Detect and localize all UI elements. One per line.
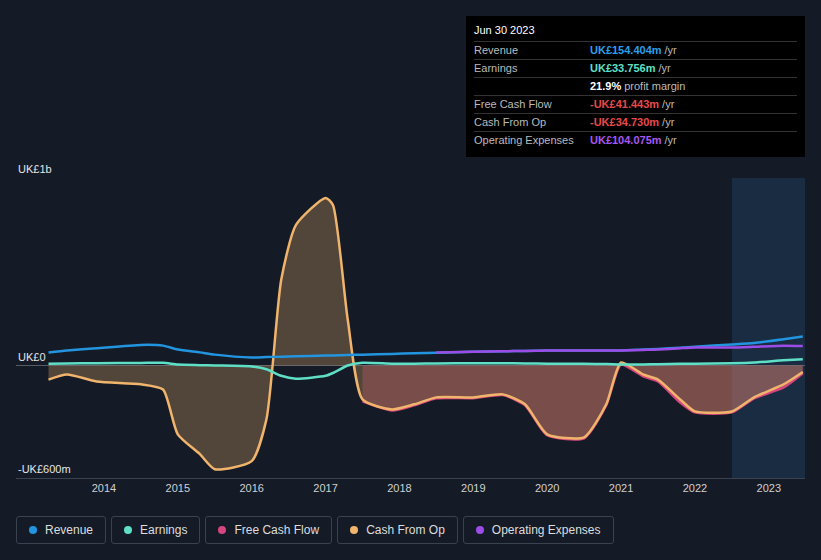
svg-text:2019: 2019 xyxy=(461,482,485,494)
html-text:Operating Expenses: Operating Expenses xyxy=(474,134,574,146)
html-text:Cash From Op: Cash From Op xyxy=(366,523,445,537)
html-text:Revenue: Revenue xyxy=(45,523,93,537)
html-text:Revenue: Revenue xyxy=(474,44,518,56)
html-text:-UK£41.443m /yr: -UK£41.443m /yr xyxy=(590,98,675,110)
svg-text:UK£1b: UK£1b xyxy=(18,163,52,175)
svg-text:2017: 2017 xyxy=(313,482,337,494)
html-text:Jun 30 2023: Jun 30 2023 xyxy=(474,24,535,36)
svg-text:2023: 2023 xyxy=(757,482,781,494)
html-text:Earnings: Earnings xyxy=(474,62,518,74)
html-text:Free Cash Flow: Free Cash Flow xyxy=(234,523,320,537)
svg-text:2015: 2015 xyxy=(166,482,190,494)
svg-text:2020: 2020 xyxy=(535,482,559,494)
svg-text:-UK£600m: -UK£600m xyxy=(18,463,71,475)
html-text:Cash From Op: Cash From Op xyxy=(474,116,547,128)
svg-text:UK£0: UK£0 xyxy=(18,351,46,363)
html-text:UK£104.075m /yr: UK£104.075m /yr xyxy=(590,134,677,146)
svg-text:2022: 2022 xyxy=(683,482,707,494)
html-text:UK£154.404m /yr: UK£154.404m /yr xyxy=(590,44,677,56)
svg-text:2018: 2018 xyxy=(387,482,411,494)
html-text:21.9% profit margin: 21.9% profit margin xyxy=(590,80,686,92)
html-text:Operating Expenses: Operating Expenses xyxy=(491,523,601,537)
html-text:Earnings: Earnings xyxy=(140,523,188,537)
html-text:Free Cash Flow: Free Cash Flow xyxy=(474,98,552,110)
svg-text:2021: 2021 xyxy=(609,482,633,494)
svg-text:2014: 2014 xyxy=(92,482,116,494)
svg-text:2016: 2016 xyxy=(239,482,263,494)
html-text:-UK£34.730m /yr: -UK£34.730m /yr xyxy=(590,116,675,128)
html-text:UK£33.756m /yr: UK£33.756m /yr xyxy=(590,62,671,74)
